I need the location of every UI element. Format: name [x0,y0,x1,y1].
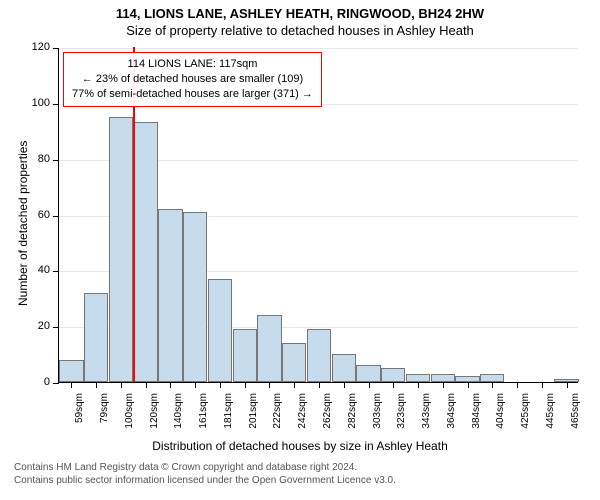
x-tick [294,382,295,388]
y-tick-label: 0 [22,376,50,388]
histogram-bar [158,209,182,382]
attribution-text: Contains HM Land Registry data © Crown c… [14,461,396,487]
x-tick-label: 100sqm [124,393,135,433]
histogram-bar [59,360,83,382]
x-tick [170,382,171,388]
histogram-bar [134,122,158,382]
x-tick-label: 384sqm [471,393,482,433]
x-tick [319,382,320,388]
chart-container: 114, LIONS LANE, ASHLEY HEATH, RINGWOOD,… [0,0,600,500]
y-axis-label: Number of detached properties [16,140,30,305]
x-tick-label: 201sqm [248,393,259,433]
x-tick [418,382,419,388]
x-tick-label: 364sqm [446,393,457,433]
histogram-bar [381,368,405,382]
histogram-bar [356,365,380,382]
histogram-bar [257,315,281,382]
x-tick [220,382,221,388]
x-tick-label: 120sqm [149,393,160,433]
x-tick-label: 282sqm [347,393,358,433]
y-tick-label: 100 [22,97,50,109]
y-tick [53,216,59,217]
y-tick [53,271,59,272]
histogram-bar [84,293,108,382]
annotation-box: 114 LIONS LANE: 117sqm← 23% of detached … [63,52,322,107]
x-tick [96,382,97,388]
x-tick-label: 59sqm [74,393,85,433]
y-tick [53,48,59,49]
histogram-bar [431,374,455,382]
x-tick [71,382,72,388]
x-tick-label: 262sqm [322,393,333,433]
histogram-bar [109,117,133,382]
x-tick-label: 303sqm [372,393,383,433]
x-tick [567,382,568,388]
x-axis-label: Distribution of detached houses by size … [0,439,600,453]
x-tick [542,382,543,388]
y-tick-label: 80 [22,153,50,165]
y-tick-label: 120 [22,41,50,53]
x-tick [443,382,444,388]
x-tick-label: 323sqm [396,393,407,433]
x-tick [369,382,370,388]
histogram-bar [282,343,306,382]
plot-area: 114 LIONS LANE: 117sqm← 23% of detached … [58,48,578,383]
annotation-line3: 77% of semi-detached houses are larger (… [72,87,313,102]
x-tick [492,382,493,388]
annotation-line2: ← 23% of detached houses are smaller (10… [72,72,313,87]
x-tick-label: 242sqm [297,393,308,433]
y-tick [53,327,59,328]
y-tick-label: 40 [22,264,50,276]
x-tick-label: 79sqm [99,393,110,433]
y-tick [53,383,59,384]
histogram-bar [406,374,430,382]
x-tick-label: 222sqm [272,393,283,433]
x-tick [344,382,345,388]
attribution-line1: Contains HM Land Registry data © Crown c… [14,461,396,474]
chart-title-main: 114, LIONS LANE, ASHLEY HEATH, RINGWOOD,… [0,0,600,21]
histogram-bar [208,279,232,382]
x-tick-label: 425sqm [520,393,531,433]
x-tick-label: 343sqm [421,393,432,433]
histogram-bar [233,329,257,382]
x-tick-label: 181sqm [223,393,234,433]
x-tick [121,382,122,388]
gridline [59,48,578,49]
x-tick-label: 465sqm [570,393,581,433]
x-tick [245,382,246,388]
y-tick [53,160,59,161]
histogram-bar [480,374,504,382]
annotation-line1: 114 LIONS LANE: 117sqm [72,57,313,72]
histogram-bar [332,354,356,382]
x-tick [393,382,394,388]
x-tick-label: 140sqm [173,393,184,433]
x-tick-label: 445sqm [545,393,556,433]
chart-title-sub: Size of property relative to detached ho… [0,21,600,38]
y-tick-label: 60 [22,209,50,221]
x-tick [517,382,518,388]
x-tick-label: 161sqm [198,393,209,433]
histogram-bar [307,329,331,382]
y-tick [53,104,59,105]
x-tick [269,382,270,388]
x-tick [146,382,147,388]
x-tick [468,382,469,388]
histogram-bar [183,212,207,382]
attribution-line2: Contains public sector information licen… [14,474,396,487]
x-tick [195,382,196,388]
y-tick-label: 20 [22,320,50,332]
x-tick-label: 404sqm [495,393,506,433]
